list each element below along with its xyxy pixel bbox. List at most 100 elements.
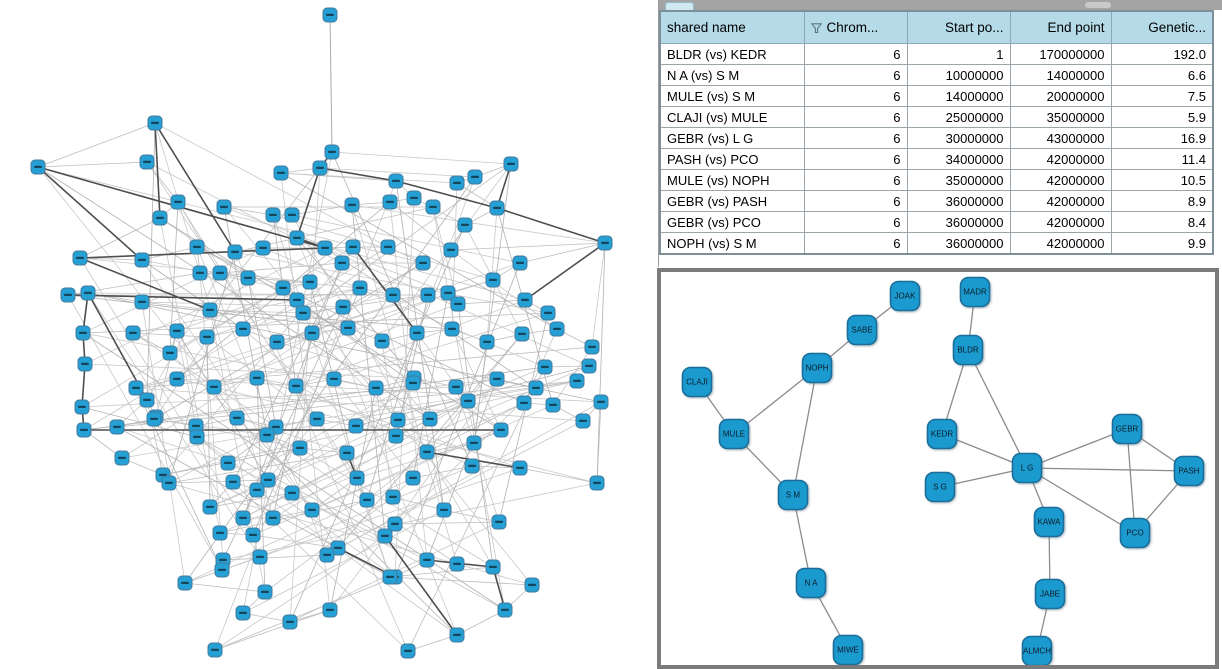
column-header-shared-name[interactable]: shared name — [659, 10, 805, 44]
cell-value[interactable]: 42000000 — [1009, 148, 1112, 170]
cell-value[interactable]: 14000000 — [906, 85, 1011, 107]
column-header-genetic[interactable]: Genetic... — [1110, 10, 1214, 44]
table-row[interactable]: GEBR (vs) PCO 6 36000000 42000000 8.4 — [659, 211, 1214, 233]
cell-value[interactable]: 6 — [803, 232, 908, 255]
cell-value[interactable]: 8.9 — [1110, 190, 1214, 212]
network-node-L-G[interactable] — [1011, 452, 1043, 484]
table-row[interactable]: MULE (vs) NOPH 6 35000000 42000000 10.5 — [659, 169, 1214, 191]
node-label — [579, 419, 587, 422]
cell-shared-name[interactable]: NOPH (vs) S M — [659, 232, 805, 255]
cell-value[interactable]: 36000000 — [906, 190, 1011, 212]
cell-value[interactable]: 6 — [803, 190, 908, 212]
cell-value[interactable]: 34000000 — [906, 148, 1011, 170]
cell-value[interactable]: 6 — [803, 169, 908, 191]
cell-value[interactable]: 6 — [803, 148, 908, 170]
cell-value[interactable]: 25000000 — [906, 106, 1011, 128]
node-label — [138, 300, 146, 303]
cell-value[interactable]: 6 — [803, 64, 908, 86]
subnetwork-edge[interactable] — [1126, 428, 1136, 534]
network-node-S-G[interactable] — [924, 471, 956, 503]
column-header-start-position[interactable]: Start po... — [906, 10, 1011, 44]
cell-value[interactable]: 42000000 — [1009, 190, 1112, 212]
network-node-MADR[interactable] — [959, 276, 991, 308]
dense-network-canvas[interactable] — [0, 0, 655, 669]
cell-value[interactable]: 35000000 — [1009, 106, 1112, 128]
cell-value[interactable]: 30000000 — [906, 127, 1011, 149]
cell-value[interactable]: 5.9 — [1110, 106, 1214, 128]
cell-value[interactable]: 16.9 — [1110, 127, 1214, 149]
cell-shared-name[interactable]: GEBR (vs) PASH — [659, 190, 805, 212]
network-node-MIWE[interactable] — [832, 634, 864, 666]
network-node-CLAJI[interactable] — [681, 366, 713, 398]
network-node-NOPH[interactable] — [801, 352, 833, 384]
table-row[interactable]: PASH (vs) PCO 6 34000000 42000000 11.4 — [659, 148, 1214, 170]
cell-value[interactable]: 10.5 — [1110, 169, 1214, 191]
network-node-BLDR[interactable] — [952, 334, 984, 366]
table-row[interactable]: GEBR (vs) L G 6 30000000 43000000 16.9 — [659, 127, 1214, 149]
cell-value[interactable]: 42000000 — [1009, 211, 1112, 233]
cell-value[interactable]: 192.0 — [1110, 43, 1214, 65]
network-node-JABE[interactable] — [1034, 578, 1066, 610]
table-tab[interactable] — [665, 2, 694, 11]
horizontal-scrollbar-thumb[interactable] — [1085, 2, 1111, 8]
cell-value[interactable]: 20000000 — [1009, 85, 1112, 107]
subnetwork-edge[interactable] — [967, 349, 1028, 469]
table-row[interactable]: CLAJI (vs) MULE 6 25000000 35000000 5.9 — [659, 106, 1214, 128]
network-node-GEBR[interactable] — [1111, 413, 1143, 445]
cell-value[interactable]: 6 — [803, 127, 908, 149]
cell-shared-name[interactable]: MULE (vs) S M — [659, 85, 805, 107]
node-label — [306, 280, 314, 283]
cell-value[interactable]: 170000000 — [1009, 43, 1112, 65]
cell-value[interactable]: 6 — [803, 85, 908, 107]
cell-value[interactable]: 14000000 — [1009, 64, 1112, 86]
cell-value[interactable]: 42000000 — [1009, 169, 1112, 191]
network-node-SABE[interactable] — [846, 314, 878, 346]
table-row[interactable]: N A (vs) S M 6 10000000 14000000 6.6 — [659, 64, 1214, 86]
cell-value[interactable]: 36000000 — [906, 211, 1011, 233]
node-label — [419, 261, 427, 264]
cell-shared-name[interactable]: CLAJI (vs) MULE — [659, 106, 805, 128]
cell-shared-name[interactable]: MULE (vs) NOPH — [659, 169, 805, 191]
cell-shared-name[interactable]: GEBR (vs) PCO — [659, 211, 805, 233]
table-row[interactable]: NOPH (vs) S M 6 36000000 42000000 9.9 — [659, 232, 1214, 255]
node-label — [78, 405, 86, 408]
cell-value[interactable]: 8.4 — [1110, 211, 1214, 233]
cell-value[interactable]: 42000000 — [1009, 232, 1112, 255]
cell-value[interactable]: 6.6 — [1110, 64, 1214, 86]
network-node-JOAK[interactable] — [889, 280, 921, 312]
network-node-N-A[interactable] — [795, 567, 827, 599]
cell-value[interactable]: 6 — [803, 43, 908, 65]
network-node-KEDR[interactable] — [926, 418, 958, 450]
cell-value[interactable]: 10000000 — [906, 64, 1011, 86]
cell-value[interactable]: 36000000 — [906, 232, 1011, 255]
subnetwork-canvas[interactable]: JOAK MADR SABE BLDR NOPH CLAJI GEBR MULE KEDR L G… — [661, 272, 1215, 667]
network-node-PCO[interactable] — [1119, 517, 1151, 549]
node-label — [165, 481, 173, 484]
cell-shared-name[interactable]: BLDR (vs) KEDR — [659, 43, 805, 65]
cell-value[interactable]: 6 — [803, 106, 908, 128]
cell-value[interactable]: 35000000 — [906, 169, 1011, 191]
cell-value[interactable]: 1 — [906, 43, 1011, 65]
subnetwork-edge[interactable] — [1026, 467, 1136, 534]
cell-shared-name[interactable]: N A (vs) S M — [659, 64, 805, 86]
subnetwork-edge[interactable] — [1026, 428, 1128, 469]
cell-shared-name[interactable]: GEBR (vs) L G — [659, 127, 805, 149]
network-node-KAWA[interactable] — [1033, 506, 1065, 538]
column-header-end-point[interactable]: End point — [1009, 10, 1112, 44]
cell-value[interactable]: 7.5 — [1110, 85, 1214, 107]
cell-shared-name[interactable]: PASH (vs) PCO — [659, 148, 805, 170]
network-node-S-M[interactable] — [777, 479, 809, 511]
table-row[interactable]: GEBR (vs) PASH 6 36000000 42000000 8.9 — [659, 190, 1214, 212]
network-edge — [264, 496, 394, 593]
column-header-chromosome[interactable]: Chrom... — [803, 10, 908, 44]
cell-value[interactable]: 43000000 — [1009, 127, 1112, 149]
subnetwork-edge[interactable] — [792, 367, 818, 496]
cell-value[interactable]: 9.9 — [1110, 232, 1214, 255]
network-node-MULE[interactable] — [718, 418, 750, 450]
cell-value[interactable]: 11.4 — [1110, 148, 1214, 170]
network-node-PASH[interactable] — [1173, 455, 1205, 487]
cell-value[interactable]: 6 — [803, 211, 908, 233]
subnetwork-edge[interactable] — [1026, 467, 1190, 472]
table-row[interactable]: BLDR (vs) KEDR 6 1 170000000 192.0 — [659, 43, 1214, 65]
table-row[interactable]: MULE (vs) S M 6 14000000 20000000 7.5 — [659, 85, 1214, 107]
